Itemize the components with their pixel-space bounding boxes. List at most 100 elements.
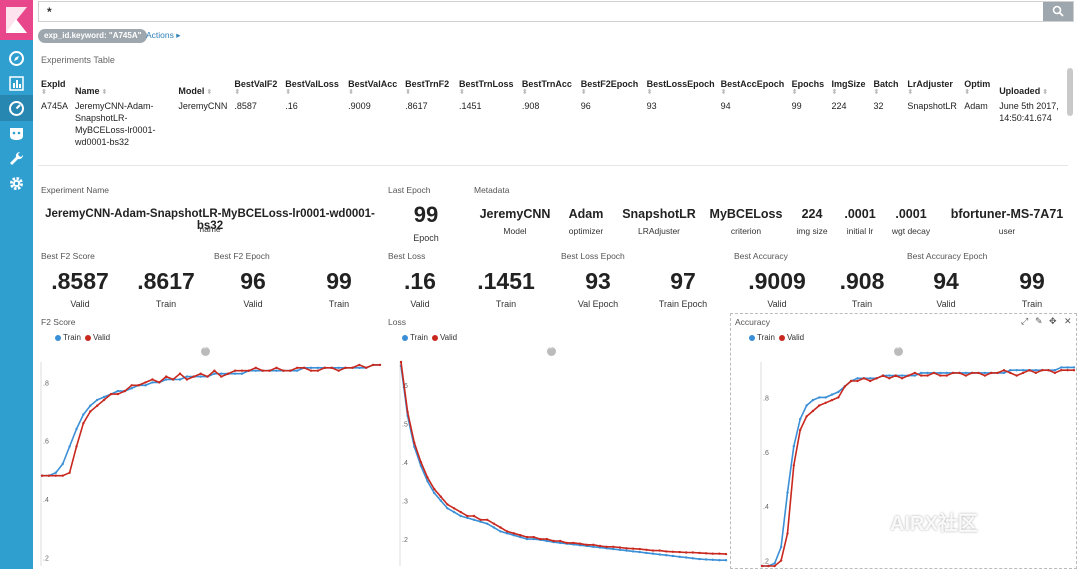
data-point-valid[interactable]: [932, 371, 936, 375]
data-point-valid[interactable]: [68, 471, 71, 474]
data-point-valid[interactable]: [1053, 371, 1057, 375]
column-header-bestvalf2[interactable]: BestValF2 ⬍: [231, 73, 282, 97]
data-point-valid[interactable]: [371, 363, 375, 367]
data-point-train[interactable]: [799, 417, 802, 421]
data-point-train[interactable]: [983, 371, 987, 375]
data-point-train[interactable]: [945, 371, 948, 375]
data-point-train[interactable]: [837, 390, 840, 394]
data-point-valid[interactable]: [773, 564, 776, 568]
data-point-valid[interactable]: [1072, 369, 1076, 372]
search-input[interactable]: [47, 5, 1027, 19]
data-point-valid[interactable]: [913, 371, 916, 375]
sort-icon[interactable]: ⬍: [234, 89, 241, 96]
column-header-bestvalacc[interactable]: BestValAcc ⬍: [345, 73, 402, 97]
data-point-valid[interactable]: [54, 474, 57, 477]
data-point-train[interactable]: [824, 396, 827, 399]
data-point-valid[interactable]: [330, 366, 333, 369]
data-point-train[interactable]: [926, 371, 929, 375]
data-point-valid[interactable]: [158, 381, 161, 384]
data-point-train[interactable]: [54, 471, 57, 474]
data-point-train[interactable]: [532, 537, 535, 541]
data-point-train[interactable]: [964, 371, 967, 375]
data-point-valid[interactable]: [539, 537, 542, 541]
data-point-valid[interactable]: [275, 366, 278, 369]
data-point-valid[interactable]: [151, 378, 154, 381]
data-point-valid[interactable]: [486, 518, 489, 521]
data-point-valid[interactable]: [631, 547, 635, 550]
data-point-valid[interactable]: [638, 547, 641, 551]
data-point-valid[interactable]: [685, 551, 688, 554]
data-point-valid[interactable]: [926, 374, 929, 377]
data-point-valid[interactable]: [406, 410, 409, 414]
data-point-train[interactable]: [1021, 369, 1025, 372]
data-point-train[interactable]: [545, 539, 549, 543]
data-point-train[interactable]: [1002, 371, 1006, 375]
sort-icon[interactable]: ⬍: [873, 89, 880, 96]
data-point-train[interactable]: [433, 491, 436, 495]
data-point-train[interactable]: [452, 510, 456, 514]
column-header-bestvalloss[interactable]: BestValLoss ⬍: [282, 73, 345, 97]
data-point-valid[interactable]: [945, 374, 948, 377]
data-point-valid[interactable]: [171, 378, 175, 381]
data-point-valid[interactable]: [572, 541, 575, 545]
data-point-valid[interactable]: [983, 374, 987, 377]
data-point-valid[interactable]: [704, 552, 708, 555]
data-point-valid[interactable]: [881, 374, 885, 377]
data-point-train[interactable]: [486, 522, 489, 525]
data-point-train[interactable]: [61, 462, 64, 466]
data-point-valid[interactable]: [977, 371, 980, 375]
data-point-train[interactable]: [466, 516, 469, 520]
legend-item[interactable]: Train: [55, 333, 81, 342]
data-point-valid[interactable]: [1015, 374, 1018, 377]
sort-icon[interactable]: ⬍: [521, 89, 528, 96]
data-point-train[interactable]: [792, 445, 795, 448]
column-header-expid[interactable]: ExpId ⬍: [38, 73, 72, 97]
data-point-valid[interactable]: [89, 410, 92, 413]
legend-item[interactable]: Valid: [778, 333, 804, 342]
data-point-valid[interactable]: [1060, 369, 1063, 372]
data-point-valid[interactable]: [900, 377, 904, 380]
dashboard-icon[interactable]: [8, 100, 25, 117]
data-point-valid[interactable]: [492, 522, 496, 525]
filter-pill[interactable]: exp_id.keyword: "A745A": [38, 29, 148, 43]
column-header-uploaded[interactable]: Uploaded ⬍: [996, 73, 1066, 97]
data-point-train[interactable]: [1053, 369, 1057, 372]
data-point-train[interactable]: [165, 378, 168, 381]
data-point-valid[interactable]: [1066, 369, 1069, 372]
bar-chart-icon[interactable]: [8, 75, 25, 92]
data-point-valid[interactable]: [96, 404, 99, 407]
data-point-valid[interactable]: [378, 363, 382, 367]
data-point-valid[interactable]: [261, 369, 264, 372]
data-point-valid[interactable]: [792, 464, 795, 467]
sort-icon[interactable]: ⬍: [458, 89, 465, 96]
data-point-train[interactable]: [773, 562, 776, 565]
column-header-bestf2epoch[interactable]: BestF2Epoch ⬍: [578, 73, 644, 97]
data-point-valid[interactable]: [351, 366, 354, 369]
data-point-valid[interactable]: [612, 545, 615, 548]
data-point-train[interactable]: [492, 526, 496, 529]
data-point-valid[interactable]: [466, 514, 469, 518]
data-point-train[interactable]: [525, 537, 529, 541]
data-point-train[interactable]: [830, 393, 834, 396]
data-point-valid[interactable]: [559, 539, 562, 543]
data-point-train[interactable]: [913, 374, 916, 377]
data-point-valid[interactable]: [585, 543, 588, 546]
data-point-valid[interactable]: [439, 495, 442, 498]
data-point-train[interactable]: [612, 547, 615, 551]
data-point-valid[interactable]: [805, 415, 808, 418]
timelion-icon[interactable]: [8, 125, 25, 142]
data-point-valid[interactable]: [545, 537, 549, 541]
data-point-valid[interactable]: [618, 546, 622, 549]
data-point-valid[interactable]: [323, 366, 326, 369]
data-point-train[interactable]: [658, 553, 661, 556]
data-point-valid[interactable]: [192, 375, 195, 378]
column-header-name[interactable]: Name ⬍: [72, 73, 175, 97]
data-point-valid[interactable]: [525, 535, 529, 539]
data-point-valid[interactable]: [185, 378, 189, 381]
actions-link[interactable]: Actions ▸: [146, 30, 181, 41]
data-point-valid[interactable]: [678, 550, 681, 554]
data-point-valid[interactable]: [958, 371, 961, 375]
data-point-train[interactable]: [869, 377, 872, 380]
data-point-train[interactable]: [685, 556, 688, 559]
data-point-valid[interactable]: [365, 366, 368, 369]
